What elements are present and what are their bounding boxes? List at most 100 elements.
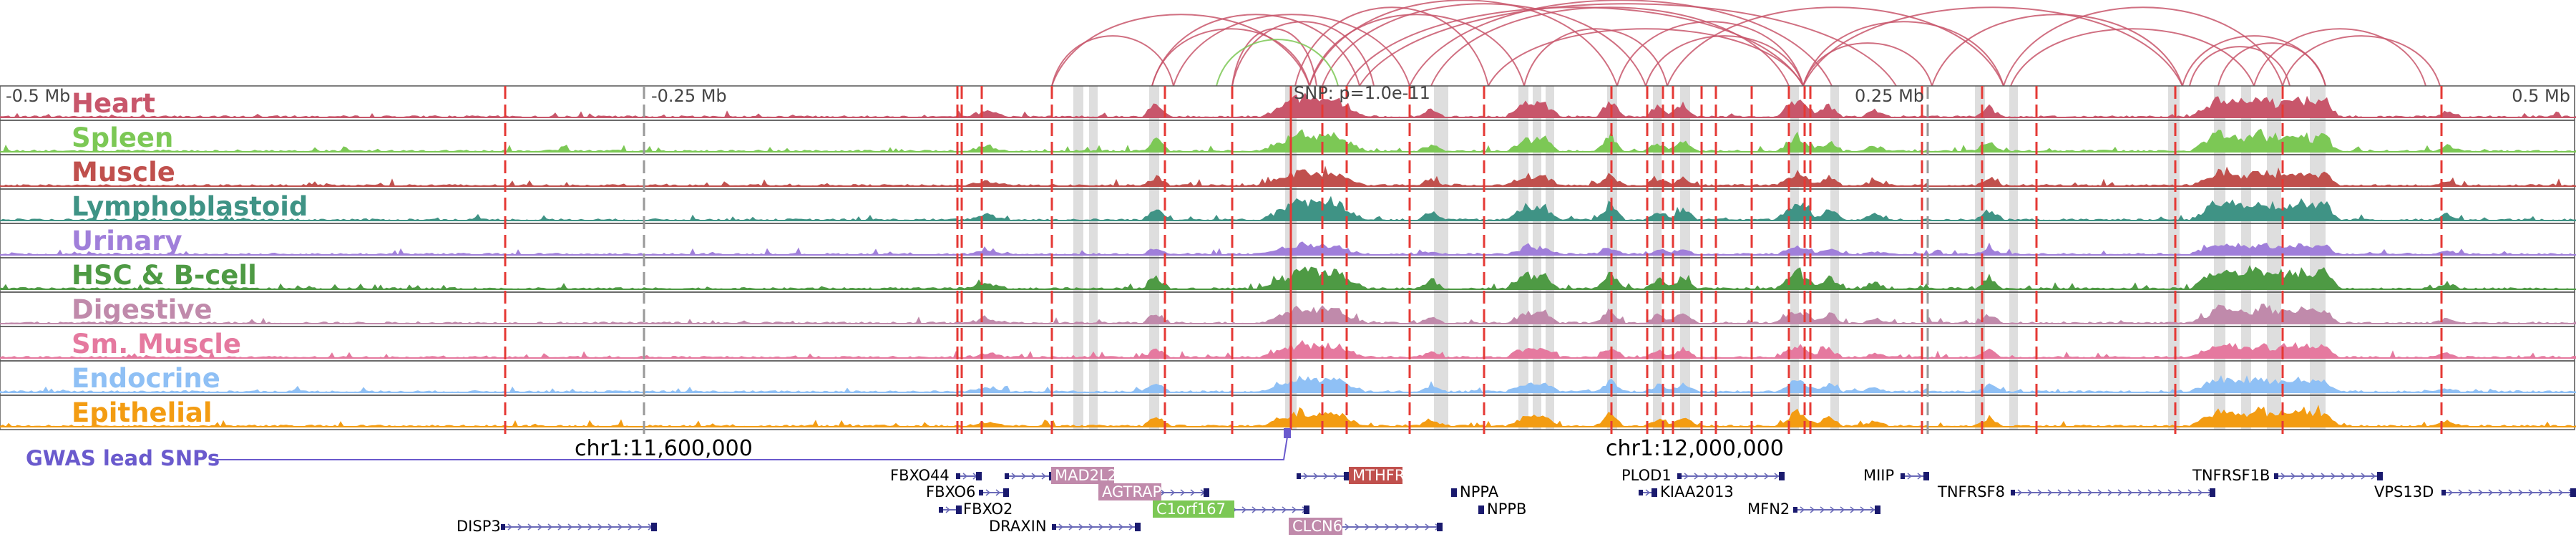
chromatin-loop-arc (1645, 35, 1804, 87)
track-label: Digestive (72, 294, 213, 325)
chromatin-loop-arc (1151, 14, 1360, 87)
track-label: Endocrine (72, 363, 220, 394)
strand-arrow (2508, 489, 2514, 496)
chromatin-loop-arc (2253, 28, 2426, 87)
strand-arrow (2280, 473, 2286, 480)
gene-label: C1orf167 (1156, 500, 1226, 518)
exon-block (501, 524, 505, 530)
strand-arrow (1272, 506, 1277, 513)
axis-label-right: 0.5 Mb (2512, 86, 2570, 106)
strand-arrow (1241, 506, 1247, 513)
chromatin-loop-arc (1346, 6, 1804, 87)
axis-label-left: -0.5 Mb (6, 86, 70, 106)
strand-arrow (1262, 506, 1267, 513)
chromatin-loop-arc (2003, 6, 2283, 87)
strand-arrow (2361, 473, 2366, 480)
strand-arrow (1810, 506, 1815, 513)
exon-block (1779, 472, 1785, 480)
strand-arrow (628, 523, 633, 531)
strand-arrow (1754, 473, 1760, 480)
strand-arrow (2548, 489, 2554, 496)
chromatin-loop-arc (2189, 46, 2290, 87)
chromatin-loop-arc (1151, 28, 1310, 87)
gene-label: PLOD1 (1621, 467, 1672, 484)
gene-label: MFN2 (1747, 500, 1790, 518)
chromatin-loop-arc (1802, 42, 1933, 87)
chromatin-loop-arc (1616, 21, 1804, 87)
exon-block (1652, 488, 1657, 497)
gwas-snp-marker (1284, 428, 1291, 438)
track-label: HSC & B-cell (72, 260, 257, 291)
gene-label: CLCN6 (1292, 518, 1342, 535)
strand-arrow (1252, 506, 1257, 513)
track-label: Lymphoblastoid (72, 191, 308, 222)
strand-arrow (1850, 506, 1855, 513)
gene-label: DISP3 (457, 518, 501, 535)
chromatin-loop-arc (1216, 39, 1339, 87)
strand-arrow (1395, 523, 1400, 531)
track-signal (0, 405, 2576, 427)
chromatin-loop-arc (1309, 0, 1618, 87)
signal-tracks (0, 85, 2576, 430)
gene-label: MAD2L2 (1055, 467, 1117, 484)
strand-arrow (557, 523, 563, 531)
strand-arrow (2498, 489, 2504, 496)
chromatin-loop-arc (1051, 14, 1310, 87)
chromatin-loop-arc (1802, 21, 2004, 87)
strand-arrow (1170, 489, 1176, 496)
strand-arrow (962, 473, 968, 480)
exon-block (651, 523, 657, 531)
strand-arrow (1021, 473, 1027, 480)
exon-block (2011, 490, 2015, 495)
exon-block (1003, 488, 1009, 497)
track-label: Heart (72, 88, 155, 119)
chromatin-loop-arc (1294, 6, 1489, 87)
strand-arrow (2321, 473, 2326, 480)
snp-marker-lines (504, 86, 2443, 434)
exon-block (2377, 472, 2383, 480)
track-signal (0, 165, 2576, 186)
strand-arrow (1744, 473, 1750, 480)
track-label: Urinary (72, 226, 182, 256)
strand-arrow (985, 489, 991, 496)
strand-arrow (2177, 489, 2183, 496)
axis-label-snp: SNP: p=1.0e-11 (1294, 83, 1430, 103)
gene-highlight-box (1349, 467, 1402, 484)
coordinate-left: chr1:11,600,000 (575, 436, 753, 461)
strand-arrow (2341, 473, 2346, 480)
strand-arrow (2057, 489, 2063, 496)
chromatin-loop-arc (1231, 28, 1317, 87)
strand-arrow (1830, 506, 1835, 513)
strand-arrow (2448, 489, 2454, 496)
strand-arrow (537, 523, 543, 531)
strand-arrow (638, 523, 643, 531)
exon-block (1135, 523, 1141, 531)
chromatin-loop-arc (1309, 14, 1525, 87)
strand-arrow (1333, 473, 1339, 480)
gene-label: NPPA (1460, 483, 1499, 500)
strand-arrow (1303, 473, 1309, 480)
exon-block (1793, 507, 1797, 513)
strand-arrow (2290, 473, 2296, 480)
exon-block (1344, 472, 1350, 480)
gene-highlight-box (1098, 483, 1161, 500)
strand-arrow (517, 523, 523, 531)
strand-arrow (1385, 523, 1390, 531)
exon-block (1052, 524, 1056, 530)
strand-arrow (567, 523, 573, 531)
strand-arrow (1068, 523, 1074, 531)
strand-arrow (1365, 523, 1370, 531)
exon-block (2274, 473, 2278, 479)
strand-arrow (945, 506, 951, 513)
strand-arrow (1724, 473, 1729, 480)
exon-block (1875, 505, 1880, 514)
strand-arrow (1058, 523, 1064, 531)
chromatin-loop-arc (1802, 6, 2183, 87)
strand-arrow (597, 523, 603, 531)
gene-label: TNFRSF1B (2192, 467, 2270, 484)
strand-arrow (2077, 489, 2083, 496)
strand-arrow (1704, 473, 1709, 480)
